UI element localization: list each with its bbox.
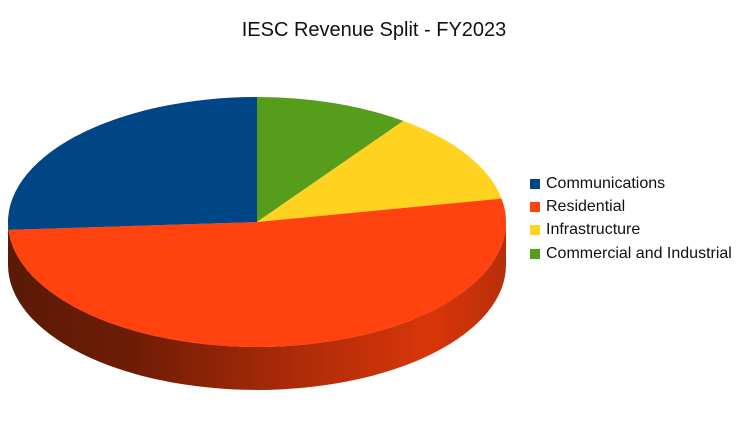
legend-swatch — [530, 225, 540, 236]
pie-slice-residential — [8, 198, 506, 347]
legend-item-communications: Communications — [530, 172, 732, 195]
legend: Communications Residential Infrastructur… — [530, 172, 732, 265]
pie-slice-communications — [7, 97, 257, 230]
pie-slice-infrastructure — [257, 120, 502, 222]
pie-slices — [7, 97, 506, 347]
legend-swatch — [530, 248, 540, 259]
legend-label: Commercial and Industrial — [546, 244, 732, 262]
legend-swatch — [530, 201, 540, 212]
pie-side-wall — [8, 222, 506, 390]
legend-swatch — [530, 178, 540, 189]
chart-title: IESC Revenue Split - FY2023 — [241, 19, 507, 41]
legend-label: Communications — [546, 174, 666, 192]
pie-slice-commercial-and-industrial — [257, 97, 404, 222]
legend-label: Residential — [546, 197, 626, 215]
legend-item-commercial-and-industrial: Commercial and Industrial — [530, 242, 732, 265]
legend-item-infrastructure: Infrastructure — [530, 219, 732, 242]
legend-label: Infrastructure — [546, 221, 641, 239]
legend-item-residential: Residential — [530, 195, 732, 218]
pie-side-wall-residential — [8, 222, 506, 390]
